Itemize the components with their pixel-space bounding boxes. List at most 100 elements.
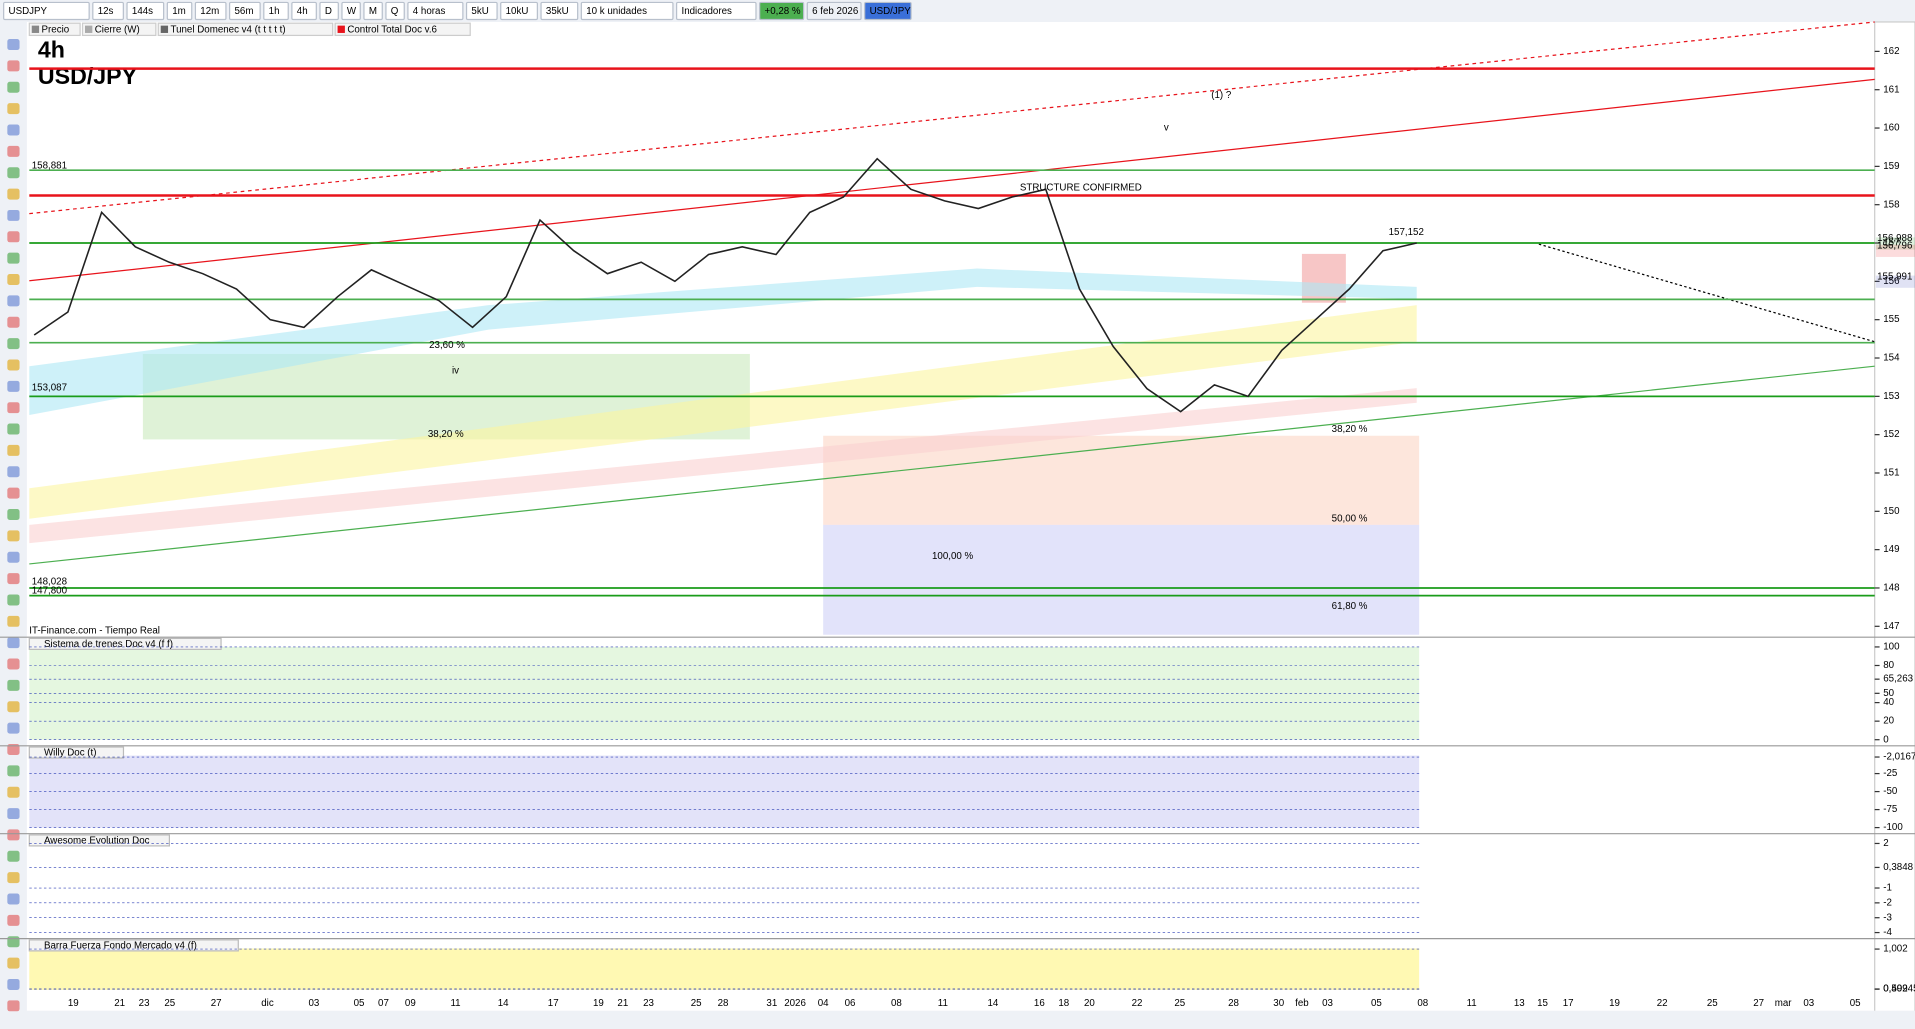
tool-icon[interactable] <box>7 658 20 670</box>
toolbar-label[interactable]: +0,28 % <box>765 6 801 17</box>
toolbar-button[interactable] <box>675 1 757 21</box>
tool-icon[interactable] <box>7 765 20 777</box>
tool-icon[interactable] <box>7 60 20 72</box>
tool-icon[interactable] <box>7 316 20 328</box>
toolbar-label[interactable]: D <box>325 6 332 17</box>
toolbar-button[interactable] <box>407 1 464 21</box>
toolbar-button[interactable] <box>3 1 90 21</box>
toolbar-button[interactable] <box>363 1 383 21</box>
toolbar-button[interactable] <box>126 1 165 21</box>
toolbar-button[interactable] <box>540 1 579 21</box>
trendline <box>29 78 1875 282</box>
tool-icon[interactable] <box>7 808 20 820</box>
x-tick-label: dic <box>261 998 274 1009</box>
tool-icon[interactable] <box>7 936 20 948</box>
tool-icon[interactable] <box>7 209 20 221</box>
tool-icon[interactable] <box>7 637 20 649</box>
tool-icon[interactable] <box>7 679 20 691</box>
toolbar-label[interactable]: 4 horas <box>413 6 446 17</box>
toolbar-button[interactable] <box>92 1 124 21</box>
tool-icon[interactable] <box>7 380 20 392</box>
y-tick-label: 162 <box>1883 46 1899 57</box>
toolbar-label[interactable]: W <box>347 6 357 17</box>
toolbar-button[interactable] <box>341 1 361 21</box>
toolbar-label[interactable]: 144s <box>132 6 153 17</box>
tool-icon[interactable] <box>7 124 20 136</box>
toolbar-label[interactable]: 1m <box>172 6 186 17</box>
toolbar-button[interactable] <box>228 1 261 21</box>
toolbar-label[interactable]: 56m <box>234 6 253 17</box>
toolbar-button[interactable] <box>759 1 805 21</box>
tool-icon[interactable] <box>7 444 20 456</box>
x-tick-label: 14 <box>987 998 998 1009</box>
toolbar-label[interactable]: 35kU <box>546 6 569 17</box>
toolbar-label[interactable]: 5kU <box>471 6 488 17</box>
tool-icon[interactable] <box>7 509 20 520</box>
legend-box <box>334 22 471 37</box>
tool-icon[interactable] <box>7 402 20 414</box>
toolbar-button[interactable] <box>465 1 498 21</box>
toolbar-button[interactable] <box>194 1 227 21</box>
tool-icon[interactable] <box>7 743 20 755</box>
toolbar-label[interactable]: 10 k unidades <box>586 6 647 17</box>
trendline <box>29 365 1875 565</box>
toolbar-button[interactable] <box>806 1 862 21</box>
tool-icon[interactable] <box>7 701 20 713</box>
tool-icon[interactable] <box>7 829 20 841</box>
price-label: 156,796 <box>1877 241 1912 252</box>
tool-icon[interactable] <box>7 167 20 179</box>
tool-icon[interactable] <box>7 957 20 969</box>
toolbar-label[interactable]: Indicadores <box>681 6 732 17</box>
tool-icon[interactable] <box>7 573 20 585</box>
toolbar-label[interactable]: 10kU <box>506 6 529 17</box>
toolbar-label[interactable]: USD/JPY <box>870 6 912 17</box>
toolbar-label[interactable]: 6 feb 2026 <box>812 6 858 17</box>
tool-icon[interactable] <box>7 893 20 905</box>
toolbar-button[interactable] <box>500 1 538 21</box>
tool-icon[interactable] <box>7 39 20 51</box>
toolbar-label[interactable]: USDJPY <box>9 6 48 17</box>
tool-icon[interactable] <box>7 423 20 435</box>
x-tick-label: 11 <box>450 998 460 1009</box>
tool-icon[interactable] <box>7 786 20 798</box>
tool-icon[interactable] <box>7 850 20 862</box>
tool-icon[interactable] <box>7 872 20 884</box>
tool-icon[interactable] <box>7 978 20 990</box>
toolbar-button[interactable] <box>864 1 912 21</box>
x-tick-label: 31 <box>766 998 777 1009</box>
panel-tick-label: 1,002 <box>1883 944 1907 955</box>
tool-icon[interactable] <box>7 1000 20 1012</box>
tool-icon[interactable] <box>7 188 20 200</box>
toolbar-button[interactable] <box>263 1 289 21</box>
tool-icon[interactable] <box>7 295 20 307</box>
tool-icon[interactable] <box>7 145 20 157</box>
tool-icon[interactable] <box>7 274 20 286</box>
toolbar-label[interactable]: 12m <box>200 6 219 17</box>
toolbar-button[interactable] <box>291 1 317 21</box>
tool-icon[interactable] <box>7 466 20 478</box>
tool-icon[interactable] <box>7 530 20 542</box>
toolbar-label[interactable]: 12s <box>98 6 114 17</box>
toolbar-button[interactable] <box>319 1 339 21</box>
tool-icon[interactable] <box>7 359 20 371</box>
tool-icon[interactable] <box>7 914 20 926</box>
tool-icon[interactable] <box>7 103 20 115</box>
tool-icon[interactable] <box>7 231 20 243</box>
toolbar-button[interactable] <box>166 1 193 21</box>
tool-icon[interactable] <box>7 81 20 93</box>
toolbar-label[interactable]: Q <box>391 6 399 17</box>
toolbar-button[interactable] <box>385 1 405 21</box>
tool-icon[interactable] <box>7 338 20 350</box>
tool-icon[interactable] <box>7 594 20 606</box>
panel-tick-label: 100 <box>1883 642 1900 653</box>
toolbar-label[interactable]: M <box>369 6 377 17</box>
toolbar-label[interactable]: 1h <box>269 6 280 17</box>
tool-icon[interactable] <box>7 615 20 627</box>
toolbar-button[interactable] <box>580 1 674 21</box>
panel-title: Sistema de trenes Doc v4 (f f) <box>44 639 173 650</box>
tool-icon[interactable] <box>7 487 20 499</box>
tool-icon[interactable] <box>7 551 20 563</box>
tool-icon[interactable] <box>7 252 20 264</box>
tool-icon[interactable] <box>7 722 20 734</box>
toolbar-label[interactable]: 4h <box>297 6 308 17</box>
